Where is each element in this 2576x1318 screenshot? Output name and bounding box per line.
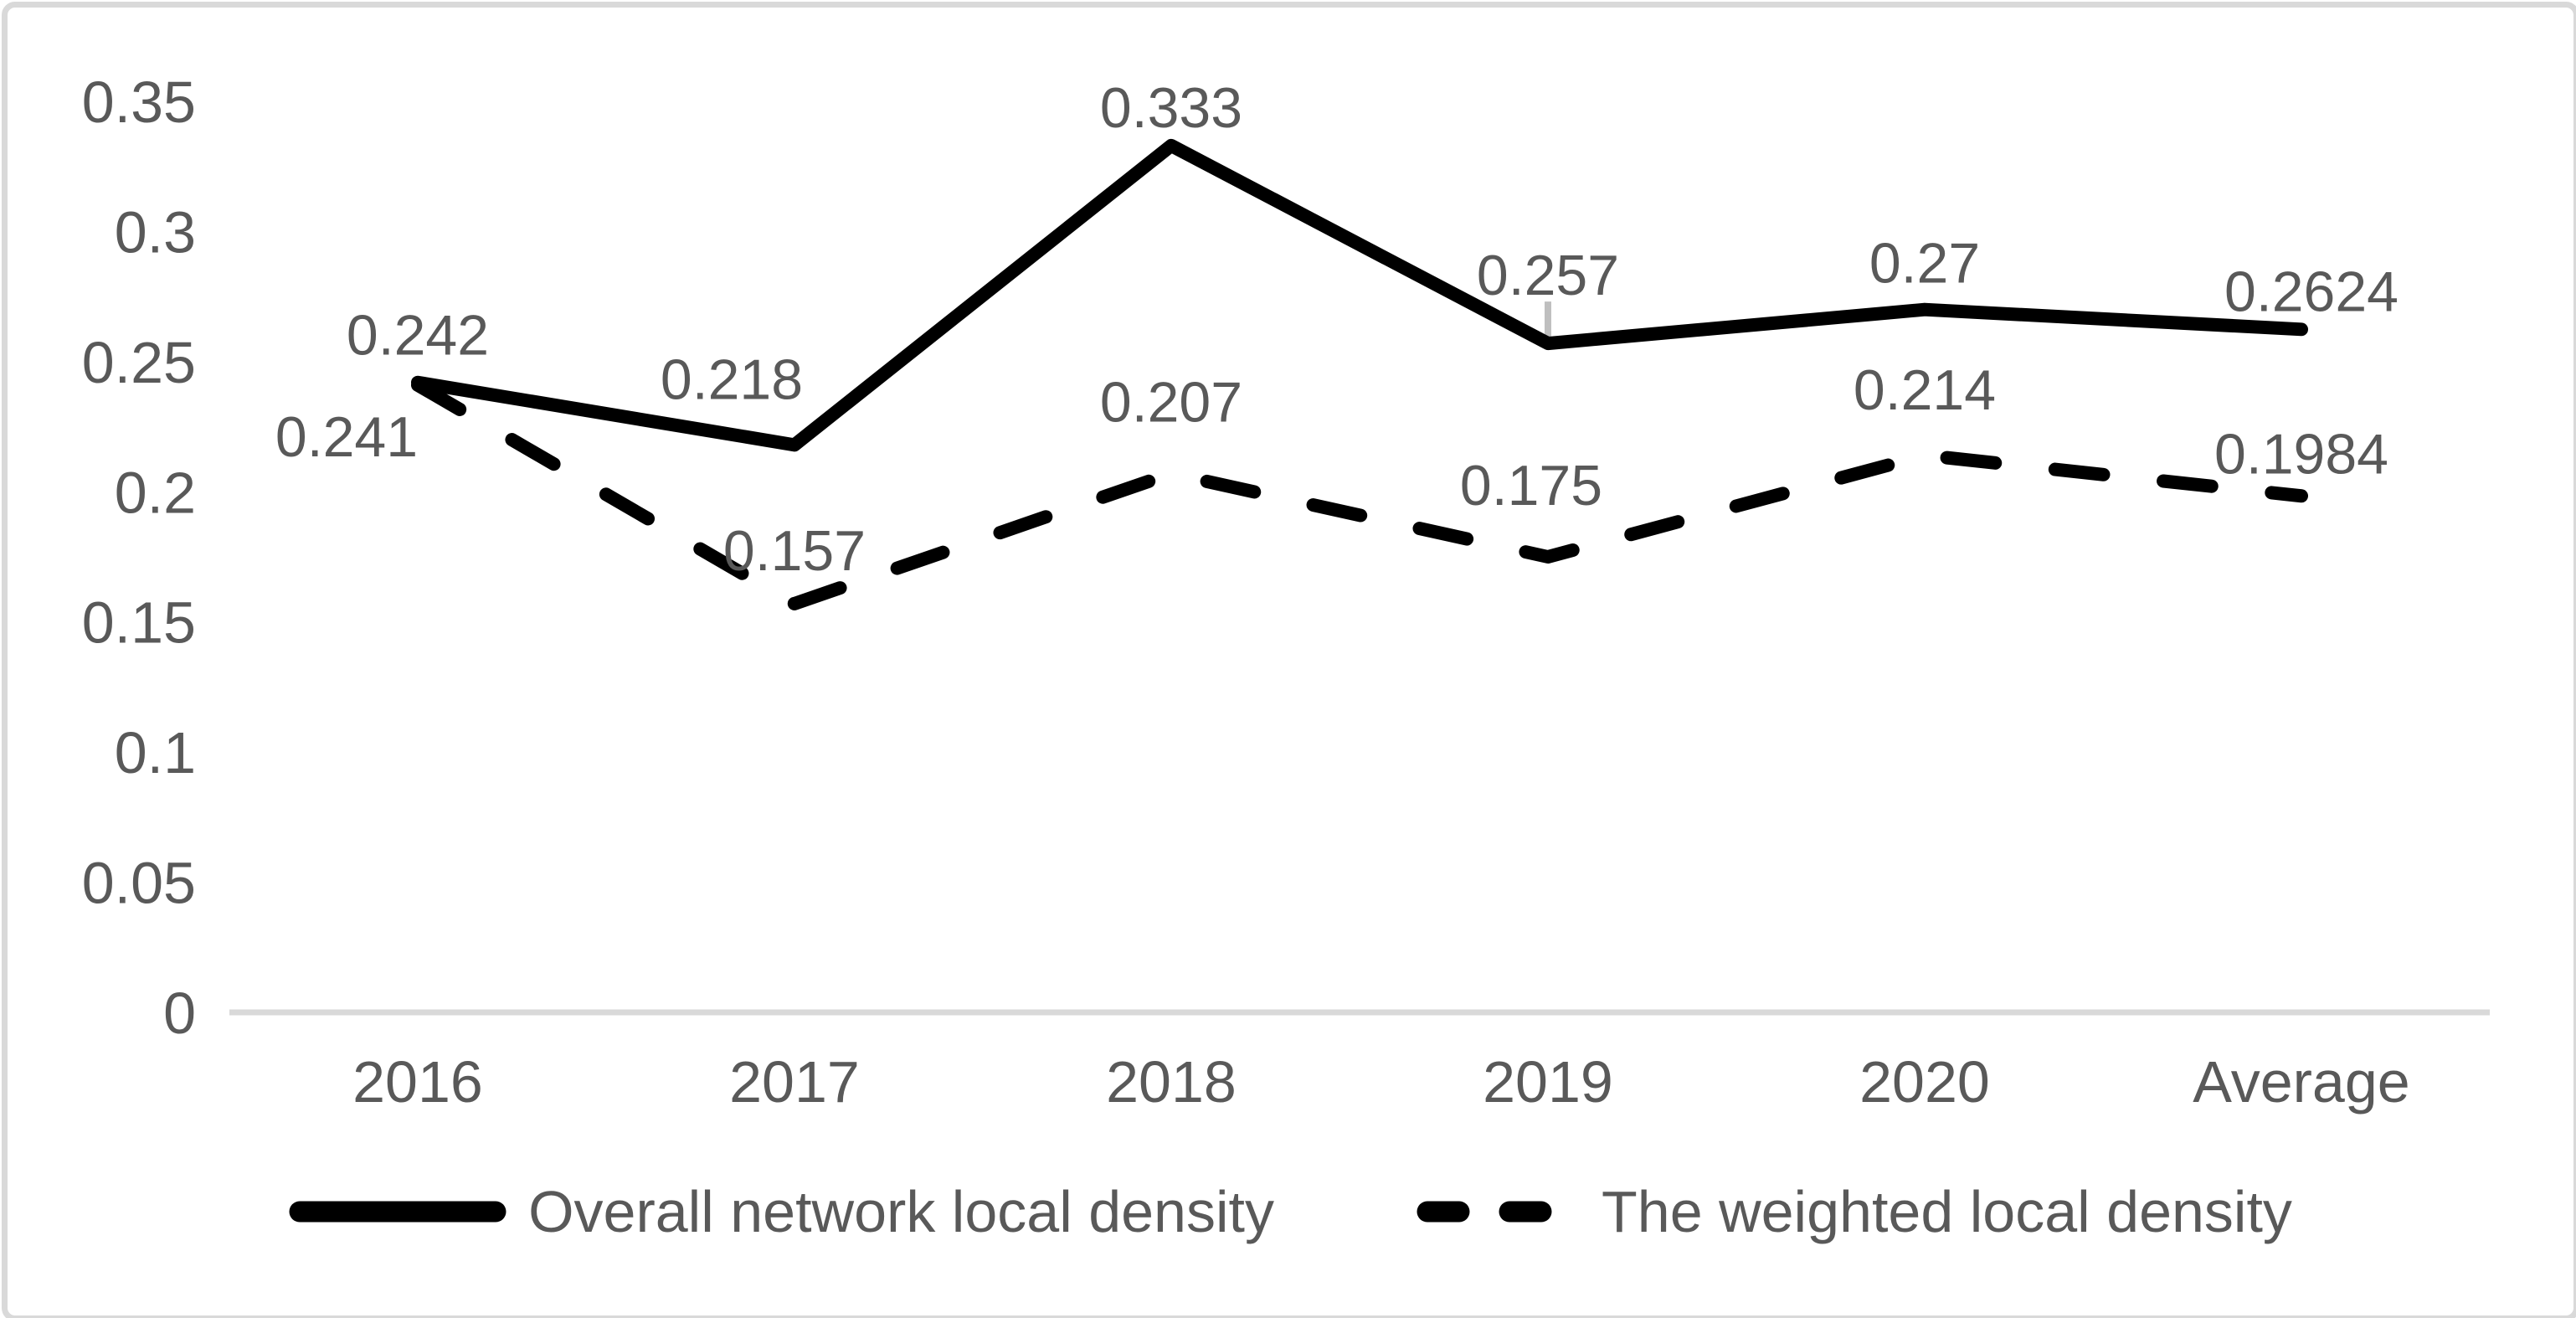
solid-line-swatch-icon (289, 1201, 506, 1223)
y-tick-label: 0.1 (115, 720, 196, 785)
data-label: 0.207 (1100, 371, 1242, 435)
legend-item: The weighted local density (1417, 1178, 2292, 1245)
series-line-dashed (411, 378, 2308, 610)
series-line-solid (411, 138, 2308, 452)
legend-item-label: Overall network local density (528, 1179, 1274, 1244)
data-label: 0.218 (661, 348, 803, 411)
data-label: 0.175 (1460, 454, 1602, 517)
x-tick-label: Average (2193, 1049, 2409, 1115)
data-label: 0.257 (1477, 244, 1619, 307)
legend-item: Overall network local density (289, 1178, 1274, 1245)
data-label: 0.1984 (2214, 422, 2388, 486)
x-tick-label: 2019 (1483, 1049, 1613, 1115)
y-tick-label: 0 (163, 981, 196, 1046)
y-tick-label: 0.35 (82, 70, 196, 135)
y-tick-label: 0.15 (82, 590, 196, 656)
chart-legend: Overall network local density The weighte… (8, 1161, 2573, 1262)
data-label: 0.242 (347, 304, 489, 368)
legend-item-label: The weighted local density (1602, 1179, 2292, 1244)
x-tick-label: 2016 (352, 1049, 483, 1115)
y-tick-label: 0.3 (115, 199, 196, 265)
x-tick-label: 2017 (729, 1049, 860, 1115)
x-tick-label: 2018 (1106, 1049, 1237, 1115)
y-tick-label: 0.05 (82, 851, 196, 916)
y-tick-label: 0.2 (115, 460, 196, 525)
data-label: 0.2624 (2224, 260, 2399, 323)
dashed-line-swatch-icon (1417, 1201, 1580, 1223)
x-tick-label: 2020 (1859, 1049, 1990, 1115)
data-label: 0.241 (275, 405, 418, 469)
data-label: 0.214 (1854, 358, 1996, 422)
y-tick-label: 0.25 (82, 330, 196, 395)
data-label: 0.27 (1869, 232, 1980, 296)
data-label: 0.157 (723, 519, 866, 583)
line-chart-canvas: 0 0.05 0.1 0.15 0.2 0.25 0.3 0.35 2016 2017 2018 20… (82, 70, 2490, 1115)
data-label: 0.333 (1100, 76, 1242, 140)
